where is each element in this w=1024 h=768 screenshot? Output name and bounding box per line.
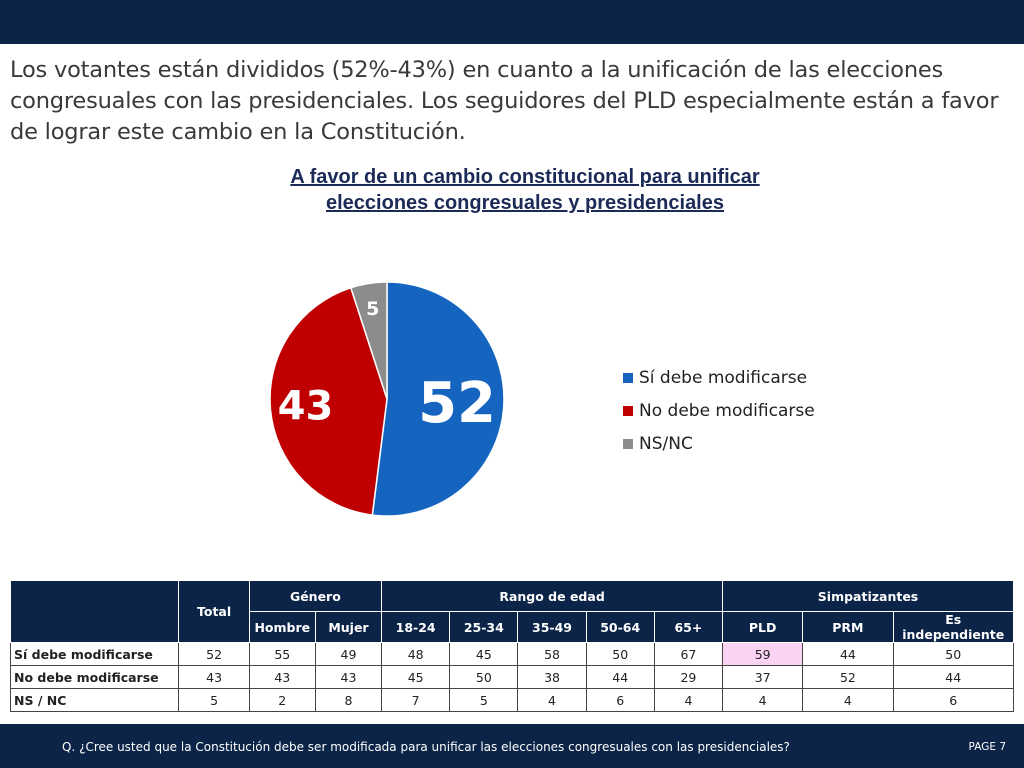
table-cell: 38 bbox=[517, 665, 587, 689]
legend-label-0: Sí debe modificarse bbox=[639, 368, 807, 388]
table-cell: 44 bbox=[585, 665, 655, 689]
header-hombre: Hombre bbox=[248, 611, 316, 643]
table-cell: 44 bbox=[802, 642, 894, 666]
table-cell: 6 bbox=[892, 688, 1015, 712]
table-cell: 2 bbox=[248, 688, 316, 712]
pie-slice-0 bbox=[371, 281, 505, 517]
pie-data-label-1: 43 bbox=[278, 384, 334, 430]
table-cell: 8 bbox=[314, 688, 383, 712]
header-rango-edad: Rango de edad bbox=[381, 580, 724, 612]
table-cell: 50 bbox=[585, 642, 655, 666]
table-cell: 50 bbox=[449, 665, 519, 689]
table-corner bbox=[9, 580, 180, 643]
table-cell: 45 bbox=[381, 665, 451, 689]
table-cell: 48 bbox=[381, 642, 451, 666]
table-cell: 7 bbox=[381, 688, 451, 712]
table-cell: 4 bbox=[653, 688, 724, 712]
pie-data-label-0: 52 bbox=[418, 371, 496, 436]
table-cell: 29 bbox=[653, 665, 724, 689]
header-35-49: 35-49 bbox=[517, 611, 587, 643]
chart-title: A favor de un cambio constitucional para… bbox=[200, 164, 850, 216]
table-cell: 67 bbox=[653, 642, 724, 666]
header-65plus: 65+ bbox=[653, 611, 724, 643]
chart-title-line2: elecciones congresuales y presidenciales bbox=[326, 192, 724, 214]
pie-data-label-2: 5 bbox=[366, 298, 379, 320]
table-cell: 45 bbox=[449, 642, 519, 666]
table-cell-highlighted: 59 bbox=[722, 642, 804, 666]
header-pld: PLD bbox=[722, 611, 804, 643]
header-independiente: Es independiente bbox=[892, 611, 1015, 643]
bottom-bar bbox=[0, 724, 1024, 768]
table-row-no: No debe modificarse 43 43 43 45 50 38 44… bbox=[9, 665, 1015, 689]
table-cell: 50 bbox=[892, 642, 1015, 666]
legend-label-2: NS/NC bbox=[639, 434, 693, 454]
legend-swatch-0 bbox=[623, 373, 633, 383]
table-cell: 43 bbox=[178, 665, 250, 689]
row-label: Sí debe modificarse bbox=[9, 642, 180, 666]
table-cell: 4 bbox=[517, 688, 587, 712]
table-cell: 58 bbox=[517, 642, 587, 666]
table-cell: 49 bbox=[314, 642, 383, 666]
legend-label-1: No debe modificarse bbox=[639, 401, 815, 421]
table-row-nsnc: NS / NC 5 2 8 7 5 4 6 4 4 4 6 bbox=[9, 688, 1015, 712]
table-cell: 44 bbox=[892, 665, 1015, 689]
survey-question: Q. ¿Cree usted que la Constitución debe … bbox=[62, 740, 790, 754]
page-number: PAGE 7 bbox=[968, 741, 1006, 753]
table-cell: 43 bbox=[248, 665, 316, 689]
header-mujer: Mujer bbox=[314, 611, 383, 643]
header-prm: PRM bbox=[802, 611, 894, 643]
slide-headline: Los votantes están divididos (52%-43%) e… bbox=[10, 57, 999, 145]
header-25-34: 25-34 bbox=[449, 611, 519, 643]
table-cell: 52 bbox=[178, 642, 250, 666]
row-label: No debe modificarse bbox=[9, 665, 180, 689]
table-row-si: Sí debe modificarse 52 55 49 48 45 58 50… bbox=[9, 642, 1015, 666]
table-cell: 55 bbox=[248, 642, 316, 666]
table-cell: 5 bbox=[178, 688, 250, 712]
table-cell: 6 bbox=[585, 688, 655, 712]
crosstab-table: Total Género Rango de edad Simpatizantes… bbox=[9, 580, 1015, 712]
row-label: NS / NC bbox=[9, 688, 180, 712]
header-simpatizantes: Simpatizantes bbox=[722, 580, 1014, 612]
table-cell: 4 bbox=[802, 688, 894, 712]
table-cell: 4 bbox=[722, 688, 804, 712]
header-total: Total bbox=[178, 580, 250, 643]
table-cell: 43 bbox=[314, 665, 383, 689]
table-cell: 52 bbox=[802, 665, 894, 689]
pie-slice-1 bbox=[269, 286, 388, 516]
header-genero: Género bbox=[248, 580, 383, 612]
header-18-24: 18-24 bbox=[381, 611, 451, 643]
legend-swatch-2 bbox=[623, 439, 633, 449]
top-bar bbox=[0, 0, 1024, 44]
pie-slice-2 bbox=[349, 281, 388, 400]
legend-swatch-1 bbox=[623, 406, 633, 416]
pie-chart: 52 43 5 Sí debe modificarse No debe modifica… bbox=[269, 281, 815, 517]
table-cell: 5 bbox=[449, 688, 519, 712]
header-50-64: 50-64 bbox=[585, 611, 655, 643]
table-cell: 37 bbox=[722, 665, 804, 689]
chart-title-line1: A favor de un cambio constitucional para… bbox=[290, 166, 760, 188]
